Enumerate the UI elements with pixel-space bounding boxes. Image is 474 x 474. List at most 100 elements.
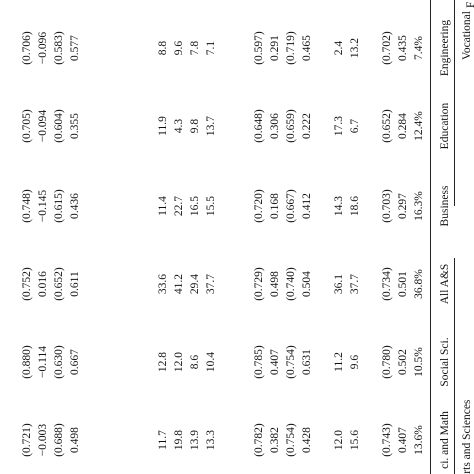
table-cell: 36.1 — [333, 273, 345, 295]
table-cell: 7.4% — [413, 36, 425, 60]
table-cell: 12.0 — [173, 351, 185, 373]
table-cell: (0.785) — [253, 345, 265, 379]
table-cell: 8.6 — [189, 354, 201, 370]
table-cell: (0.780) — [381, 345, 393, 379]
group-header-arts-sciences: Arts and Sciences — [461, 399, 473, 474]
table-cell: 10.5% — [413, 347, 425, 377]
table-cell: 15.6 — [349, 429, 361, 451]
table-cell: 37.7 — [349, 273, 361, 295]
table-cell: 13.3 — [205, 429, 217, 451]
table-cell: 11.7 — [157, 430, 169, 450]
table-cell: 11.9 — [157, 116, 169, 136]
table-cell: 0.611 — [69, 271, 81, 297]
table-cell: 10.4 — [205, 351, 217, 373]
table-cell: 18.6 — [349, 195, 361, 217]
table-cell: (0.754) — [285, 345, 297, 379]
table-cell: (0.688) — [53, 423, 65, 457]
table-cell: 11.2 — [333, 352, 345, 372]
table-cell: 0.501 — [397, 271, 409, 297]
col-header-nat-sci-math: ci. and Math — [439, 411, 451, 469]
table-cell: (0.583) — [53, 31, 65, 65]
col-header-engineering: Engineering — [439, 19, 451, 77]
table-cell: 9.8 — [189, 118, 201, 134]
table-cell: 9.6 — [349, 354, 361, 370]
table-cell: 29.4 — [189, 273, 201, 295]
table-cell: 13.9 — [189, 429, 201, 451]
table-cell: 0.498 — [69, 427, 81, 453]
table-cell: (0.703) — [381, 189, 393, 223]
table-cell: 17.3 — [333, 115, 345, 137]
table-cell: 7.8 — [189, 40, 201, 56]
table-cell: 0.407 — [269, 349, 281, 375]
col-header-all-as: All A&S — [439, 263, 451, 305]
group-header-edge-letter: F — [465, 2, 474, 8]
table-cell: 14.3 — [333, 195, 345, 217]
table-cell: (0.652) — [381, 109, 393, 143]
table-cell: 0.465 — [301, 35, 313, 61]
table-cell: (0.702) — [381, 31, 393, 65]
table-cell: 0.284 — [397, 113, 409, 139]
group-header-vocational: Vocational — [461, 11, 473, 60]
table-cell: 0.297 — [397, 193, 409, 219]
table-cell: 36.8% — [413, 269, 425, 299]
table-cell: 13.7 — [205, 115, 217, 137]
table-cell: (0.754) — [285, 423, 297, 457]
table-cell: 11.4 — [157, 196, 169, 216]
table-cell: −0.096 — [37, 31, 49, 65]
table-cell: (0.720) — [253, 189, 265, 223]
table-cell: (0.652) — [53, 267, 65, 301]
header-rule-vocational — [454, 0, 455, 206]
table-cell: 37.7 — [205, 273, 217, 295]
col-header-business: Business — [439, 185, 451, 227]
table-cell: 12.0 — [333, 429, 345, 451]
table-cell: 0.412 — [301, 193, 313, 219]
table-cell: (0.630) — [53, 345, 65, 379]
table-cell: (0.659) — [285, 109, 297, 143]
table-cell: 0.502 — [397, 349, 409, 375]
table-cell: −0.114 — [37, 346, 49, 378]
table-cell: 7.1 — [205, 40, 217, 56]
table-cell: 13.6% — [413, 425, 425, 455]
table-cell: 0.222 — [301, 113, 313, 139]
table-cell: 0.407 — [397, 427, 409, 453]
table-cell: 16.3% — [413, 191, 425, 221]
table-cell: (0.734) — [381, 267, 393, 301]
table-cell: 12.4% — [413, 111, 425, 141]
table-cell: (0.648) — [253, 109, 265, 143]
table-cell: 8.8 — [157, 40, 169, 56]
table-cell: 0.306 — [269, 113, 281, 139]
table-cell: 41.2 — [173, 273, 185, 295]
table-cell: 22.7 — [173, 195, 185, 217]
table-cell: (0.729) — [253, 267, 265, 301]
table-cell: (0.721) — [21, 423, 33, 457]
table-cell: (0.667) — [285, 189, 297, 223]
table-cell: −0.094 — [37, 109, 49, 143]
table-cell: (0.880) — [21, 345, 33, 379]
table-cell: −0.003 — [37, 423, 49, 457]
table-cell: (0.705) — [21, 109, 33, 143]
table-cell: 2.4 — [333, 40, 345, 56]
table-cell: (0.752) — [21, 267, 33, 301]
table-cell: (0.743) — [381, 423, 393, 457]
table-cell: (0.719) — [285, 31, 297, 65]
table-cell: 0.435 — [397, 35, 409, 61]
table-cell: 0.291 — [269, 35, 281, 61]
table-cell: (0.748) — [21, 189, 33, 223]
table-cell: 6.7 — [349, 118, 361, 134]
table-cell: (0.706) — [21, 31, 33, 65]
table-cell: (0.604) — [53, 109, 65, 143]
col-header-social-sci: Social Sci. — [439, 337, 451, 387]
table-cell: 0.436 — [69, 193, 81, 219]
table-cell: (0.615) — [53, 189, 65, 223]
table-cell: 0.498 — [269, 271, 281, 297]
table-cell: −0.145 — [37, 189, 49, 223]
table-cell: 33.6 — [157, 273, 169, 295]
table-cell: 9.6 — [173, 40, 185, 56]
table-cell: (0.597) — [253, 31, 265, 65]
table-cell: 0.355 — [69, 113, 81, 139]
table-cell: 0.504 — [301, 271, 313, 297]
table-cell: 0.382 — [269, 427, 281, 453]
table-cell: 0.168 — [269, 193, 281, 219]
